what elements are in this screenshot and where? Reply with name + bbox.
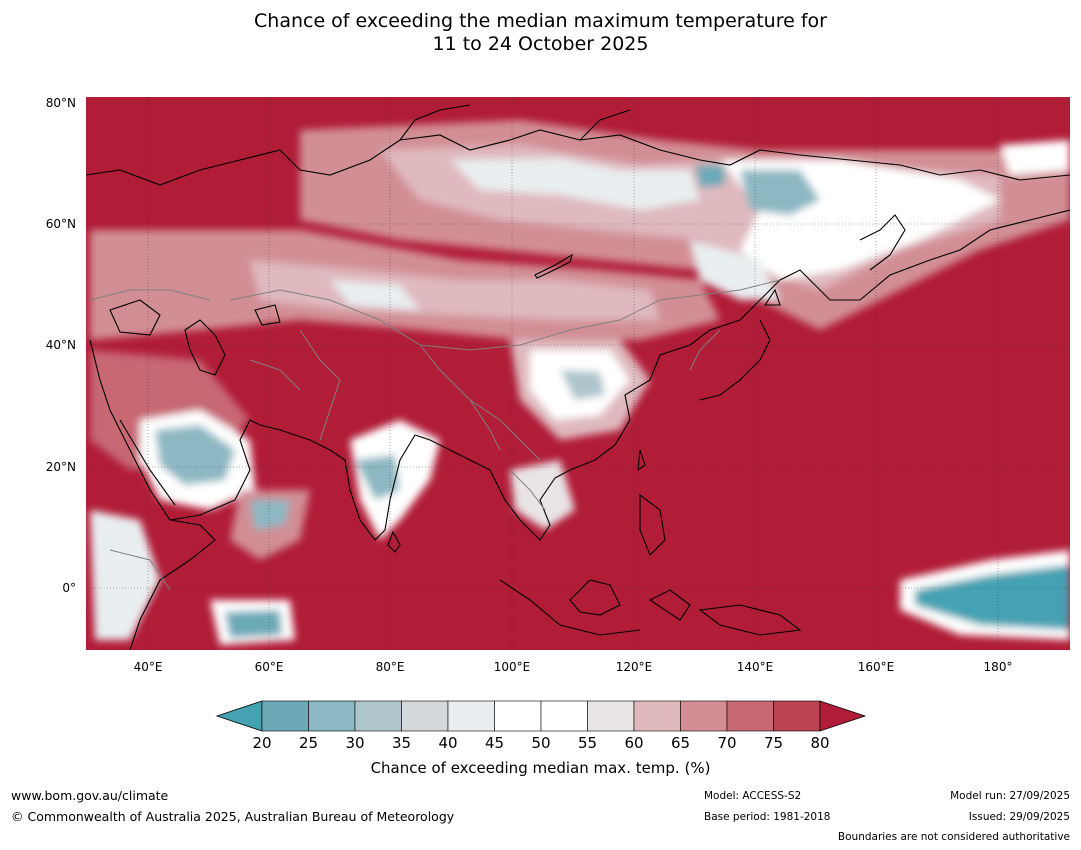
title-line-1: Chance of exceeding the median maximum t…: [254, 10, 827, 32]
map-title: Chance of exceeding the median maximum t…: [0, 10, 1081, 56]
lat-label-0: 0°: [62, 581, 76, 595]
coastlines: [86, 104, 1070, 650]
colorbar-tick-label: 55: [578, 734, 597, 752]
colorbar-tick-label: 60: [624, 734, 643, 752]
colorbar-tick-label: 25: [299, 734, 318, 752]
footer-url: www.bom.gov.au/climate: [11, 788, 169, 803]
colorbar-cell: [726, 700, 774, 732]
footer-issued: Issued: 29/09/2025: [968, 811, 1070, 823]
colorbar-cell: [587, 700, 635, 732]
country-borders: [89, 279, 781, 591]
colorbar-cell: [447, 700, 495, 732]
footer-base-period: Base period: 1981-2018: [704, 811, 831, 823]
graticule: [86, 97, 1070, 650]
lon-label-40e: 40°E: [134, 660, 163, 674]
colorbar-tick-label: 65: [671, 734, 690, 752]
colorbar: 20 25 30 35 40 45 50 55 60 65 70 75 80: [215, 700, 867, 752]
colorbar-cell: [401, 700, 449, 732]
colorbar-tick-label: 45: [485, 734, 504, 752]
colorbar-tick-label: 40: [438, 734, 457, 752]
title-line-2: 11 to 24 October 2025: [432, 33, 649, 55]
lon-label-120e: 120°E: [616, 660, 653, 674]
footer-model: Model: ACCESS-S2: [704, 790, 802, 802]
colorbar-cell: [773, 700, 821, 732]
colorbar-tick-label: 35: [392, 734, 411, 752]
colorbar-tick-label: 80: [810, 734, 829, 752]
colorbar-tick-label: 20: [252, 734, 271, 752]
colorbar-under-arrow: [215, 700, 263, 732]
colorbar-cell: [261, 700, 309, 732]
colorbar-cell: [633, 700, 681, 732]
lon-label-60e: 60°E: [255, 660, 284, 674]
probability-map: 80°N 60°N 40°N 20°N 0° 40°E 60°E 80°E 10…: [46, 96, 1070, 674]
latitude-labels: 80°N 60°N 40°N 20°N 0°: [46, 96, 76, 595]
lat-label-40n: 40°N: [46, 338, 76, 352]
footer-disclaimer: Boundaries are not considered authoritat…: [837, 831, 1070, 843]
lat-label-20n: 20°N: [46, 460, 76, 474]
lon-label-80e: 80°E: [376, 660, 405, 674]
colorbar-tick-label: 70: [717, 734, 736, 752]
lat-label-80n: 80°N: [46, 96, 76, 110]
lon-label-100e: 100°E: [494, 660, 531, 674]
colorbar-cell: [308, 700, 356, 732]
colorbar-tick-label: 30: [345, 734, 364, 752]
probability-field: [90, 120, 1070, 645]
colorbar-cell: [540, 700, 588, 732]
lon-label-180: 180°: [984, 660, 1013, 674]
lon-label-140e: 140°E: [737, 660, 774, 674]
footer-model-run: Model run: 27/09/2025: [950, 790, 1070, 802]
lon-label-160e: 160°E: [858, 660, 895, 674]
longitude-labels: 40°E 60°E 80°E 100°E 120°E 140°E 160°E 1…: [134, 660, 1013, 674]
colorbar-tick-label: 75: [764, 734, 783, 752]
colorbar-cell: [354, 700, 402, 732]
colorbar-cell: [680, 700, 728, 732]
lat-label-60n: 60°N: [46, 217, 76, 231]
footer-copyright: © Commonwealth of Australia 2025, Austra…: [11, 809, 455, 824]
colorbar-tick-label: 50: [531, 734, 550, 752]
colorbar-label: Chance of exceeding median max. temp. (%…: [370, 759, 711, 777]
colorbar-over-arrow: [819, 700, 867, 732]
colorbar-cell: [494, 700, 542, 732]
